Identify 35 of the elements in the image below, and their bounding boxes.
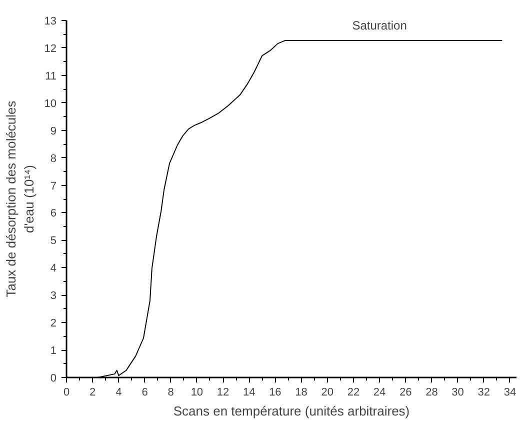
x-tick-label: 26 — [400, 386, 412, 398]
y-tick-label: 4 — [50, 262, 57, 275]
x-tick-label: 22 — [347, 386, 360, 398]
x-tick-label: 30 — [452, 386, 464, 398]
x-tick-label: 8 — [168, 386, 174, 398]
y-tick-label: 9 — [50, 125, 57, 138]
x-tick-label: 24 — [373, 386, 386, 398]
y-tick-label: 0 — [50, 372, 57, 384]
x-tick-label: 6 — [142, 386, 148, 398]
y-tick-label: 8 — [50, 152, 57, 165]
x-tick-label: 18 — [295, 386, 308, 398]
y-tick-label: 6 — [50, 208, 57, 220]
y-tick-label: 1 — [50, 345, 57, 358]
y-tick-label: 10 — [44, 98, 57, 110]
annotation: Saturation — [352, 18, 407, 33]
y-tick-label: 2 — [50, 318, 57, 330]
x-tick-label: 12 — [216, 386, 230, 398]
x-tick-label: 16 — [269, 386, 282, 398]
y-axis-title: Taux de désorption des molécules d'eau (10¹⁴) — [3, 100, 36, 298]
y-tick-label: 12 — [44, 42, 57, 55]
y-tick-label: 5 — [50, 235, 57, 248]
x-tick-label: 2 — [90, 386, 96, 398]
y-tick-label: 7 — [50, 180, 57, 192]
x-tick-label: 20 — [321, 386, 334, 398]
y-tick-label: 11 — [45, 70, 57, 82]
x-tick-label: 34 — [504, 386, 516, 398]
x-axis-title: Scans en température (unités arbitraires) — [173, 404, 410, 418]
x-tick-label: 14 — [242, 386, 256, 398]
x-tick-label: 4 — [116, 386, 122, 398]
y-tick-label: 13 — [44, 16, 57, 28]
y-tick-label: 3 — [50, 290, 57, 302]
x-tick-label: 10 — [190, 386, 204, 398]
x-tick-label: 0 — [63, 386, 70, 398]
x-tick-label: 28 — [426, 386, 438, 398]
x-tick-label: 32 — [478, 386, 490, 398]
